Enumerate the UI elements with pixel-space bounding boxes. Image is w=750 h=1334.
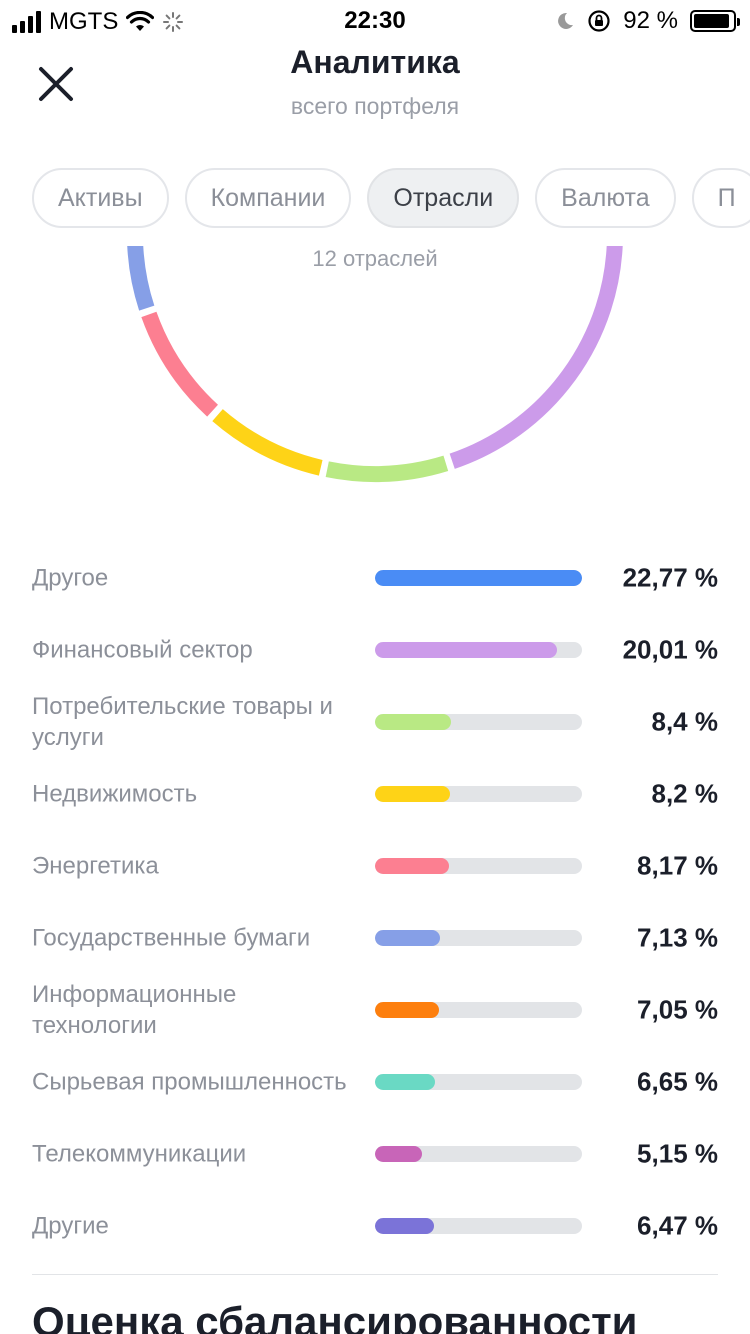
tab-2[interactable]: Отрасли bbox=[367, 168, 520, 228]
carrier-name: MGTS bbox=[49, 8, 119, 35]
list-item[interactable]: Информационные технологии 7,05 % bbox=[32, 974, 718, 1046]
list-item[interactable]: Другие 6,47 % bbox=[32, 1190, 718, 1262]
sector-name: Телекоммуникации bbox=[32, 1140, 247, 1168]
battery-fill bbox=[694, 14, 729, 28]
sector-percent: 6,65 % bbox=[637, 1066, 718, 1097]
share-bar bbox=[375, 1218, 434, 1234]
donut-segment bbox=[325, 455, 449, 482]
status-bar-left: MGTS bbox=[12, 8, 184, 36]
tab-3[interactable]: Валюта bbox=[535, 168, 676, 228]
divider bbox=[32, 1274, 718, 1275]
sector-percent: 7,13 % bbox=[637, 922, 718, 953]
share-bar-track bbox=[375, 1146, 582, 1162]
status-time: 22:30 bbox=[344, 7, 406, 34]
status-bar: MGTS 22:30 92 % bbox=[0, 0, 750, 40]
share-bar bbox=[375, 858, 450, 874]
status-bar-right: 92 % bbox=[555, 7, 740, 35]
category-tabs: Активы Компании Отрасли Валюта П bbox=[32, 168, 750, 228]
section-title: Оценка сбалансированности bbox=[32, 1298, 638, 1334]
sector-name: Энергетика bbox=[32, 852, 159, 880]
sector-name: Финансовый сектор bbox=[32, 636, 253, 664]
share-bar-track bbox=[375, 1218, 582, 1234]
donut-segment bbox=[212, 409, 323, 476]
sector-count: 12 отраслей bbox=[312, 246, 438, 271]
sector-percent: 22,77 % bbox=[622, 562, 718, 593]
list-item[interactable]: Недвижимость 8,2 % bbox=[32, 758, 718, 830]
close-icon[interactable] bbox=[34, 62, 78, 106]
share-bar bbox=[375, 786, 450, 802]
list-item[interactable]: Сырьевая промышленность 6,65 % bbox=[32, 1046, 718, 1118]
sector-percent: 8,2 % bbox=[651, 778, 719, 809]
tab-1[interactable]: Компании bbox=[184, 168, 352, 228]
sector-percent: 6,47 % bbox=[637, 1210, 718, 1241]
battery-percent: 92 % bbox=[623, 7, 678, 34]
sector-name: Недвижимость bbox=[32, 780, 198, 808]
cellular-signal-icon bbox=[12, 11, 41, 33]
share-bar bbox=[375, 1074, 436, 1090]
activity-spinner-icon bbox=[163, 12, 184, 32]
share-bar bbox=[375, 1002, 440, 1018]
wifi-icon bbox=[126, 11, 155, 31]
share-bar-track bbox=[375, 858, 582, 874]
list-item[interactable]: Телекоммуникации 5,15 % bbox=[32, 1118, 718, 1190]
share-bar-track bbox=[375, 930, 582, 946]
share-bar-track bbox=[375, 1074, 582, 1090]
moon-icon bbox=[558, 12, 574, 29]
sector-name: Другие bbox=[32, 1212, 109, 1240]
tab-4[interactable]: П bbox=[691, 168, 750, 228]
share-bar-track bbox=[375, 786, 582, 802]
donut-segment bbox=[449, 246, 623, 469]
share-bar-track bbox=[375, 714, 582, 730]
battery-icon bbox=[690, 10, 740, 32]
sector-name: Потребительские товары и услуги bbox=[32, 693, 333, 751]
share-bar bbox=[375, 570, 582, 586]
share-bar-track bbox=[375, 642, 582, 658]
sector-name: Информационные технологии bbox=[32, 981, 237, 1039]
donut-segment bbox=[141, 311, 219, 417]
sector-percent: 7,05 % bbox=[637, 994, 718, 1025]
page-title: Аналитика bbox=[290, 44, 460, 80]
tab-0[interactable]: Активы bbox=[32, 168, 169, 228]
list-item[interactable]: Энергетика 8,17 % bbox=[32, 830, 718, 902]
sector-list: Другое 22,77 % Финансовый сектор 20,01 % Пот… bbox=[32, 542, 718, 1262]
page-subtitle: всего портфеля bbox=[290, 93, 460, 119]
share-bar bbox=[375, 714, 452, 730]
share-bar bbox=[375, 642, 557, 658]
list-item[interactable]: Потребительские товары и услуги 8,4 % bbox=[32, 686, 718, 758]
share-bar-track bbox=[375, 1002, 582, 1018]
sector-percent: 8,17 % bbox=[637, 850, 718, 881]
list-item[interactable]: Государственные бумаги 7,13 % bbox=[32, 902, 718, 974]
sector-name: Другое bbox=[32, 564, 109, 592]
donut-segment bbox=[127, 246, 155, 311]
share-bar-track bbox=[375, 570, 582, 586]
sector-percent: 8,4 % bbox=[651, 706, 719, 737]
share-bar bbox=[375, 930, 440, 946]
list-item[interactable]: Финансовый сектор 20,01 % bbox=[32, 614, 718, 686]
sector-donut-chart bbox=[127, 246, 623, 482]
orientation-lock-icon bbox=[588, 10, 610, 32]
sector-name: Государственные бумаги bbox=[32, 924, 311, 952]
sector-percent: 5,15 % bbox=[637, 1138, 718, 1169]
sector-name: Сырьевая промышленность bbox=[32, 1068, 347, 1096]
list-item[interactable]: Другое 22,77 % bbox=[32, 542, 718, 614]
sector-percent: 20,01 % bbox=[622, 634, 718, 665]
share-bar bbox=[375, 1146, 422, 1162]
